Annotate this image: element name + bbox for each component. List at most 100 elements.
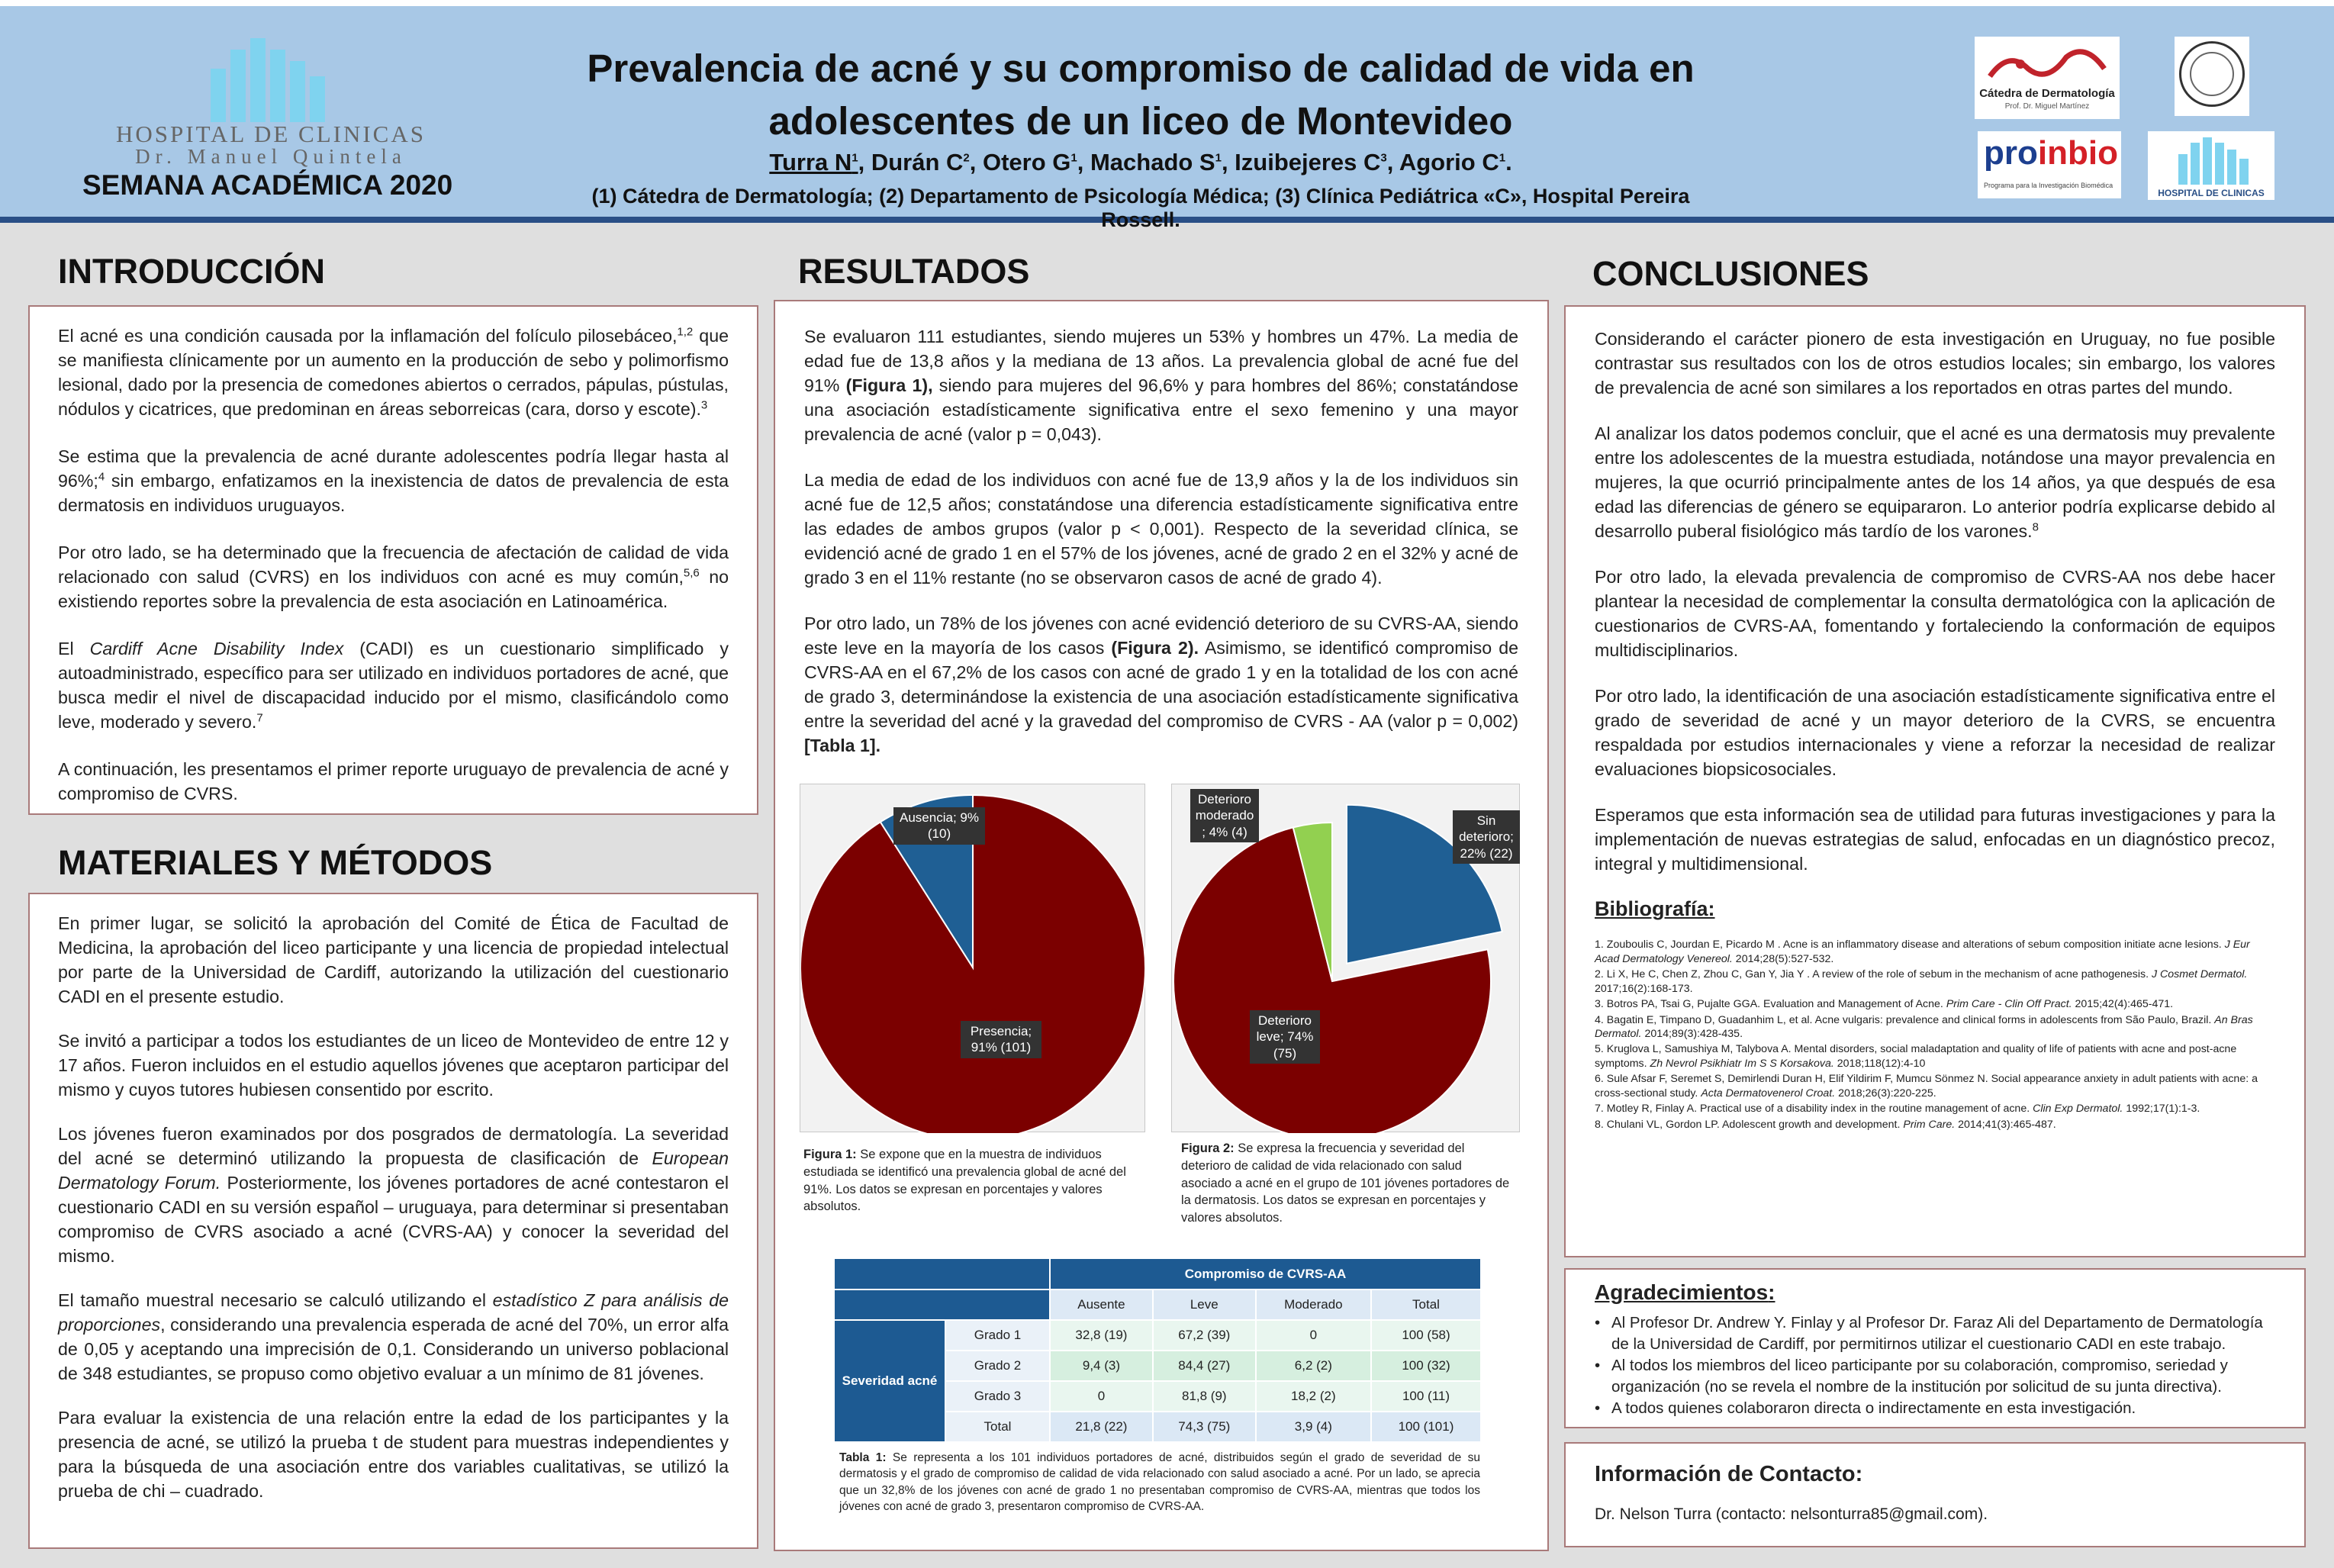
table-cell: 81,8 (9) [1152,1381,1257,1412]
table-cell: 18,2 (2) [1255,1381,1372,1412]
table-cell: 0 [1050,1381,1154,1412]
bibliography-item: 3. Botros PA, Tsai G, Pujalte GGA. Evalu… [1595,998,2174,1011]
table-column-header: Leve [1152,1289,1257,1321]
bibliography-heading: Bibliografía: [1595,897,1715,921]
intro-paragraph: Se estima que la prevalencia de acné dur… [58,446,729,516]
methods-paragraph: Se invitó a participar a todos los estud… [58,1031,729,1100]
author: , Agorio C1 [1386,149,1506,175]
table-1-caption: Tabla 1: Se representa a los 101 individ… [839,1451,1481,1514]
table-cell: 100 (11) [1370,1381,1482,1412]
acknowledgements-list: Al Profesor Dr. Andrew Y. Finlay y al Pr… [1595,1312,2275,1418]
figure-1-pie-chart: Ausencia; 9% (10) Presencia; 91% (101) [800,784,1146,1133]
header-top-strip [0,0,2334,6]
poster-header: HOSPITAL DE CLINICAS Dr. Manuel Quintela… [0,0,2334,231]
table-row-label: Total [945,1412,1051,1443]
figure-2-pie-chart: Deterioro moderado ; 4% (4) Sin deterior… [1171,784,1520,1133]
poster-title: Prevalencia de acné y su compromiso de c… [580,42,1701,148]
results-heading: RESULTADOS [798,252,1030,291]
bibliography-item: 8. Chulani VL, Gordon LP. Adolescent gro… [1595,1118,2056,1131]
table-row: Grado 3 0 81,8 (9) 18,2 (2) 100 (11) [835,1381,1482,1412]
table-cell: 9,4 (3) [1050,1351,1154,1382]
conclusions-box: Considerando el carácter pionero de esta… [1564,305,2306,1257]
contact-box: Información de Contacto: Dr. Nelson Turr… [1564,1442,2306,1547]
acknowledgement-item: A todos quienes colaboraron directa o in… [1595,1398,2275,1419]
bibliography-item: 1. Zouboulis C, Jourdan E, Picardo M . A… [1595,939,2250,965]
table-cell: 100 (58) [1370,1320,1482,1351]
bibliography-item: 4. Bagatin E, Timpano D, Guadanhim L, et… [1595,1013,2253,1041]
figure-1-caption: Figura 1: Se expone que en la muestra de… [803,1148,1126,1214]
methods-paragraph: En primer lugar, se solicitó la aprobaci… [58,913,729,1007]
table-cell: 84,4 (27) [1152,1351,1257,1382]
bibliography-item: 5. Kruglova L, Samushiya M, Talybova A. … [1595,1043,2237,1070]
author: , Otero G1 [969,149,1077,175]
pie-label-ausencia: Ausencia; 9% (10) [893,807,985,845]
results-paragraph: Por otro lado, un 78% de los jóvenes con… [804,613,1518,756]
conclusions-paragraph: Esperamos que esta información sea de ut… [1595,805,2275,874]
table-row: Severidad acné Grado 1 32,8 (19) 67,2 (39) 0… [835,1320,1482,1443]
table-column-header: Ausente [1050,1289,1154,1321]
contact-heading: Información de Contacto: [1595,1462,1863,1486]
table-row: Total 21,8 (22) 74,3 (75) 3,9 (4) 100 (101) [835,1412,1482,1443]
author: , Durán C2 [858,149,970,175]
table-cell: 3,9 (4) [1255,1412,1372,1443]
intro-box: El acné es una condición causada por la … [28,305,758,815]
hospital-bars-icon [211,31,325,122]
hospital-name: HOSPITAL DE CLINICAS [116,121,426,147]
table-cell: 21,8 (22) [1050,1412,1154,1443]
proinbio-logo: proinbio Programa para la Investigación … [1978,131,2121,198]
bibliography-item: 7. Motley R, Finlay A. Practical use of … [1595,1103,2200,1116]
catedra-mark-icon [1988,49,2107,79]
table-column-header: Total [1370,1289,1482,1321]
acknowledgement-item: Al todos los miembros del liceo particip… [1595,1355,2275,1398]
pie-label-presencia: Presencia; 91% (101) [961,1021,1041,1058]
table-row-label: Grado 1 [945,1320,1051,1351]
intro-heading: INTRODUCCIÓN [58,252,325,291]
conclusions-paragraph: Por otro lado, la identificación de una … [1595,686,2275,780]
table-row: Grado 2 9,4 (3) 84,4 (27) 6,2 (2) 100 (32) [835,1351,1482,1382]
conclusions-paragraph: Considerando el carácter pionero de esta… [1595,329,2275,398]
title-line-1: Prevalencia de acné y su compromiso de c… [587,47,1695,90]
contact-text: Dr. Nelson Turra (contacto: nelsonturra8… [1595,1505,1988,1523]
bibliography-list: 1. Zouboulis C, Jourdan E, Picardo M . A… [1595,938,2275,1132]
title-line-2: adolescentes de un liceo de Montevideo [768,99,1513,143]
conclusions-heading: CONCLUSIONES [1592,254,1869,293]
intro-paragraph: A continuación, les presentamos el prime… [58,759,729,804]
methods-paragraph: Los jóvenes fueron examinados por dos po… [58,1124,729,1267]
intro-paragraph: Por otro lado, se ha determinado que la … [58,543,729,612]
hospital-bars-small-icon [2178,137,2249,185]
conclusions-paragraph: Al analizar los datos podemos concluir, … [1595,423,2275,542]
hospital-logo: HOSPITAL DE CLINICAS Dr. Manuel Quintela [114,31,427,168]
author: , Izuibejeres C3 [1221,149,1387,175]
table-group-header: Compromiso de CVRS-AA [1050,1259,1482,1290]
authors: Turra N1, Durán C2, Otero G1, Machado S1… [769,149,1512,175]
hospital-clinicas-small-logo: HOSPITAL DE CLINICAS [2148,131,2274,200]
table-cell: 100 (32) [1370,1351,1482,1382]
author-first: Turra N1 [769,149,858,175]
methods-paragraph: Para evaluar la existencia de una relaci… [58,1408,729,1502]
intro-paragraph: El acné es una condición causada por la … [58,325,729,420]
acknowledgement-item: Al Profesor Dr. Andrew Y. Finlay y al Pr… [1595,1312,2275,1355]
results-paragraph: La media de edad de los individuos con a… [804,470,1518,588]
pie-slice [1292,821,1333,982]
catedra-dermatologia-logo: Cátedra de Dermatología Prof. Dr. Miguel… [1975,37,2120,119]
table-1-severity-vs-cvrs: Compromiso de CVRS-AA Ausente Leve Moderad… [835,1259,1482,1443]
results-paragraph: Se evaluaron 111 estudiantes, siendo muj… [804,327,1518,445]
table-cell: 0 [1255,1320,1372,1351]
table-row-label: Grado 2 [945,1351,1051,1382]
table-column-header: Moderado [1255,1289,1372,1321]
pie-label-deterioro-leve: Deterioro leve; 74% (75) [1250,1010,1320,1064]
methods-paragraph: El tamaño muestral necesario se calculó … [58,1290,729,1384]
table-cell: 74,3 (75) [1152,1412,1257,1443]
bibliography-item: 2. Li X, He C, Chen Z, Zhou C, Gan Y, Ji… [1595,968,2248,995]
table-cell: 32,8 (19) [1050,1320,1154,1351]
methods-box: En primer lugar, se solicitó la aprobaci… [28,893,758,1549]
author: , Machado S1 [1077,149,1222,175]
affiliations: (1) Cátedra de Dermatología; (2) Departa… [591,185,1690,231]
pie-label-deterioro-moderado: Deterioro moderado ; 4% (4) [1190,789,1259,842]
figure-2-caption: Figura 2: Se expresa la frecuencia y sev… [1181,1141,1510,1225]
table-row-group-header: Severidad acné [835,1320,946,1443]
university-seal-logo [2175,37,2249,116]
pie-slice [800,794,1146,1133]
pie-label-sin-deterioro: Sin deterioro; 22% (22) [1453,810,1520,864]
acknowledgements-box: Agradecimientos: Al Profesor Dr. Andrew … [1564,1268,2306,1428]
